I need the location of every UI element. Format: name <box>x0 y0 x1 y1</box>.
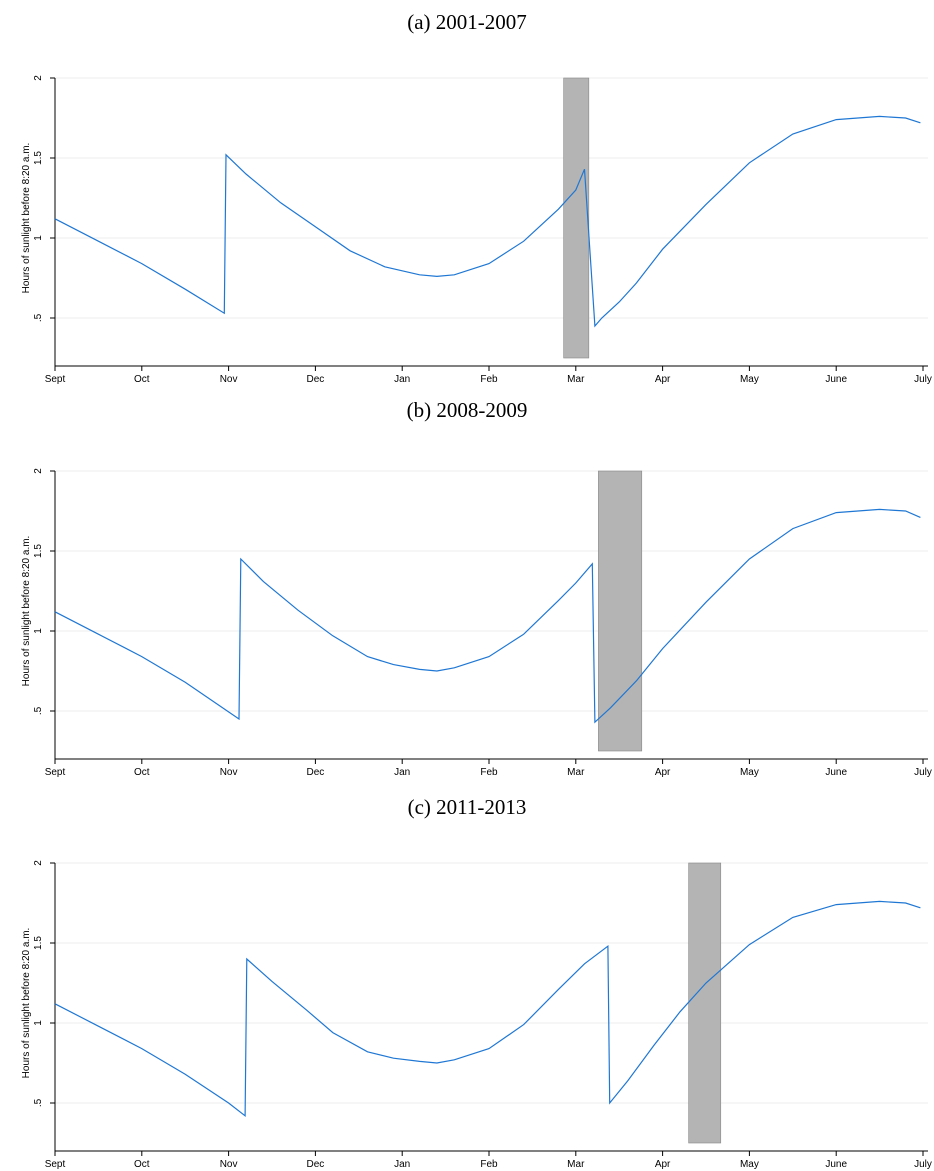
x-tick-label: Jan <box>394 1159 410 1170</box>
x-tick-label: Dec <box>307 767 325 778</box>
x-tick-label: Jan <box>394 374 410 385</box>
series-line <box>54 508 921 724</box>
x-tick-label: Nov <box>220 767 238 778</box>
x-tick-label: Oct <box>134 767 150 778</box>
x-tick-label: Sept <box>45 1159 66 1170</box>
x-tick-label: July <box>914 767 932 778</box>
x-tick-label: Oct <box>134 1159 150 1170</box>
y-tick-label: 1.5 <box>33 544 44 558</box>
x-tick-label: Mar <box>567 767 585 778</box>
chart-a-title: (a) 2001-2007 <box>407 10 527 34</box>
y-axis-title: Hours of sunlight before 8:20 a.m. <box>21 536 32 687</box>
y-tick-label: 2 <box>33 75 44 81</box>
x-tick-label: Dec <box>307 374 325 385</box>
x-tick-label: July <box>914 374 932 385</box>
y-tick-label: 1 <box>33 1020 44 1026</box>
x-tick-label: Apr <box>655 1159 671 1170</box>
shaded-period <box>563 77 590 359</box>
y-axis-title: Hours of sunlight before 8:20 a.m. <box>21 143 32 294</box>
y-tick-label: .5 <box>33 1098 44 1107</box>
x-tick-label: June <box>825 1159 847 1170</box>
series-line <box>54 115 921 328</box>
x-tick-label: June <box>825 374 847 385</box>
x-tick-label: Dec <box>307 1159 325 1170</box>
y-axis-title: Hours of sunlight before 8:20 a.m. <box>21 928 32 1079</box>
x-tick-label: Mar <box>567 1159 585 1170</box>
y-tick-label: .5 <box>33 313 44 322</box>
x-tick-label: Sept <box>45 767 66 778</box>
shaded-period <box>688 862 722 1144</box>
x-tick-label: Nov <box>220 374 238 385</box>
y-tick-label: 1 <box>33 235 44 241</box>
y-tick-label: 1.5 <box>33 936 44 950</box>
x-tick-label: Apr <box>655 767 671 778</box>
chart-c-title: (c) 2011-2013 <box>407 795 527 819</box>
x-tick-label: Feb <box>480 1159 498 1170</box>
x-tick-label: Jan <box>394 767 410 778</box>
series-line <box>54 900 921 1118</box>
x-tick-label: May <box>740 374 759 385</box>
y-tick-label: 1.5 <box>33 151 44 165</box>
x-tick-label: Oct <box>134 374 150 385</box>
x-tick-label: May <box>740 767 759 778</box>
x-tick-label: July <box>914 1159 932 1170</box>
x-tick-label: Apr <box>655 374 671 385</box>
x-tick-label: Sept <box>45 374 66 385</box>
x-tick-label: Mar <box>567 374 585 385</box>
chart-a: .5 1 1.5 2 Sept Oct Nov Dec Jan Feb Mar Apr May June J… <box>21 75 932 385</box>
x-tick-label: June <box>825 767 847 778</box>
y-tick-label: .5 <box>33 706 44 715</box>
x-tick-label: Feb <box>480 767 498 778</box>
shaded-period <box>598 470 643 752</box>
y-tick-label: 1 <box>33 628 44 634</box>
chart-b-title: (b) 2008-2009 <box>406 398 528 422</box>
x-tick-label: May <box>740 1159 759 1170</box>
y-tick-label: 2 <box>33 860 44 866</box>
x-tick-label: Feb <box>480 374 498 385</box>
y-tick-label: 2 <box>33 468 44 474</box>
chart-b: .5 1 1.5 2 Sept Oct Nov Dec Jan Feb Mar Apr May June J… <box>21 468 932 778</box>
chart-c: .5 1 1.5 2 Sept Oct Nov Dec Jan Feb Mar Apr May June J… <box>21 860 932 1170</box>
x-tick-label: Nov <box>220 1159 238 1170</box>
